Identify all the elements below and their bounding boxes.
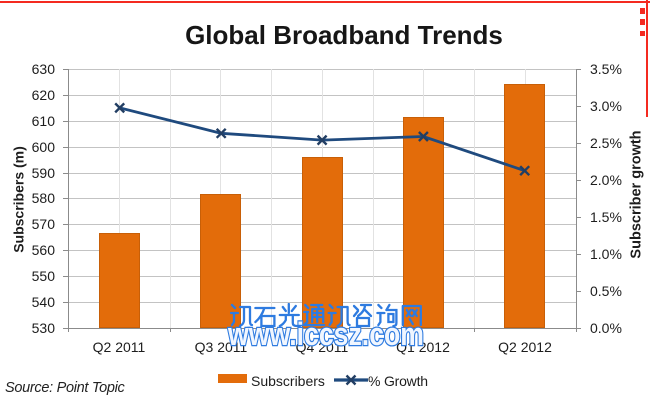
svg-text:www.iccsz.com: www.iccsz.com [227, 318, 424, 348]
